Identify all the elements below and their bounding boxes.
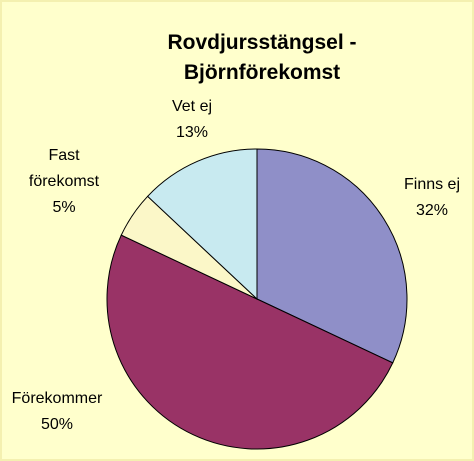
value-label: 5%: [52, 199, 76, 216]
chart-title: Rovdjursstängsel - Björnförekomst: [167, 31, 357, 84]
category-label: Vet ej: [171, 98, 213, 115]
pie-slice: [256, 148, 408, 364]
slice-label: Förekommer 50%: [2, 386, 112, 438]
pie-slice: [106, 234, 394, 450]
slice-label: Fast förekomst 5%: [14, 143, 114, 221]
value-label: 50%: [40, 416, 74, 433]
pie-slice: [146, 148, 258, 301]
category-label: Fast förekomst: [28, 147, 100, 190]
category-label: Finns ej: [403, 176, 461, 193]
value-label: 13%: [175, 124, 209, 141]
slice-label: Finns ej 32%: [382, 172, 474, 224]
category-label: Förekommer: [11, 390, 103, 407]
value-label: 32%: [415, 202, 449, 219]
slice-label: Vet ej 13%: [142, 94, 242, 146]
